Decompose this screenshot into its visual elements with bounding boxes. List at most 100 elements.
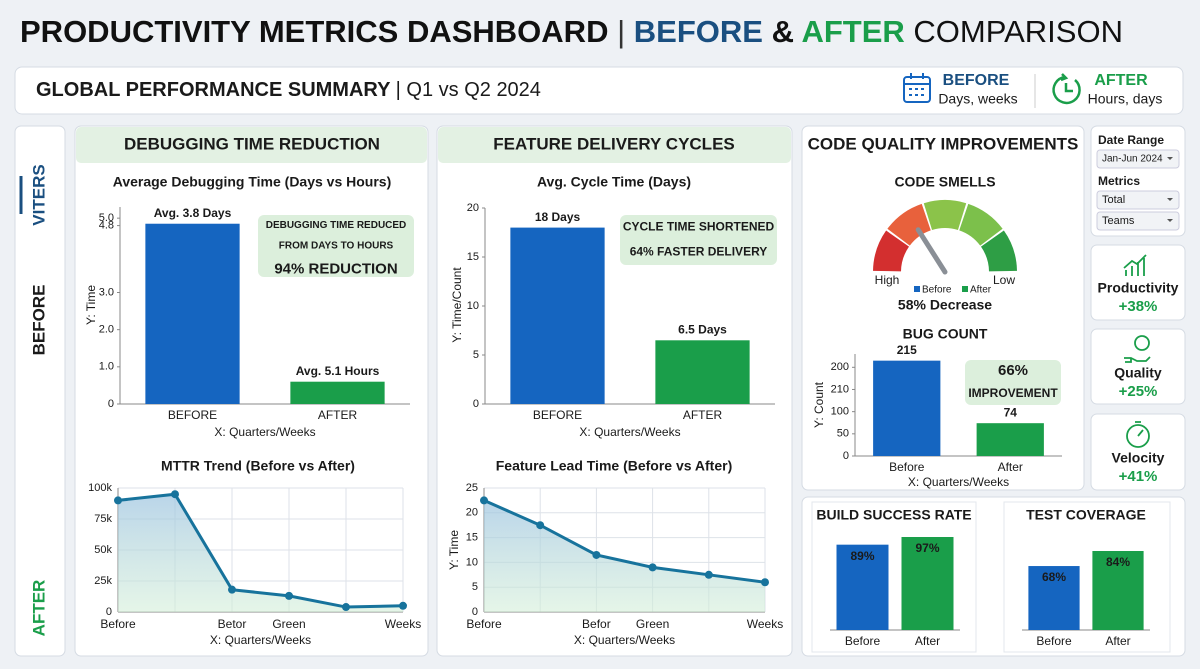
dropdown-value: Jan-Jun 2024: [1102, 154, 1163, 165]
chart-title: BUG COUNT: [903, 326, 988, 342]
y-tick-label: 0: [472, 606, 478, 618]
bar: [1092, 551, 1144, 630]
point: [171, 490, 179, 499]
kpi-card: [1090, 413, 1186, 491]
gauge-segment: [980, 230, 1017, 272]
panel-header: [438, 127, 791, 163]
dropdown-value: Teams: [1102, 215, 1135, 227]
dropdown[interactable]: [1096, 190, 1180, 210]
x-axis-label: X: Quarters/Weeks: [908, 475, 1009, 489]
after-units: Hours, days: [1088, 91, 1163, 107]
y-tick-label: 15: [467, 251, 479, 263]
title-part: BEFORE: [634, 14, 763, 49]
bar: [1028, 566, 1080, 630]
chart-title: BUILD SUCCESS RATE: [816, 507, 971, 523]
x-tick-label: After: [915, 634, 940, 648]
value-label: 84%: [1106, 555, 1130, 569]
dropdown-arrow: [1167, 198, 1173, 201]
y-tick-label: 0: [473, 398, 479, 410]
x-tick-label: Before: [1036, 634, 1072, 648]
gauge-segment: [959, 203, 1003, 246]
callout-box: [258, 215, 414, 277]
y-axis-label: Y: Time: [447, 530, 461, 570]
y-tick-label: 20: [466, 507, 478, 519]
y-tick-label: 25k: [94, 575, 112, 587]
title-part: COMPARISON: [913, 14, 1123, 49]
x-tick-label: BEFORE: [168, 408, 217, 422]
bar: [510, 227, 605, 404]
value-label: 68%: [1042, 570, 1066, 584]
y-tick-label: 50: [837, 428, 849, 440]
legend-label: After: [970, 285, 992, 296]
y-tick-label: 0: [108, 398, 114, 410]
chart-title: CODE SMELLS: [894, 174, 995, 190]
gauge-segment: [923, 200, 967, 230]
summary-title: GLOBAL PERFORMANCE SUMMARY | Q1 vs Q2 20…: [36, 79, 541, 101]
x-tick-label: Betor: [218, 617, 247, 631]
panel-title: DEBUGGING TIME REDUCTION: [124, 134, 380, 153]
before-legend: BEFORE: [943, 72, 1010, 89]
x-tick-label: Green: [636, 617, 669, 631]
clock-icon: [1052, 73, 1081, 105]
y-tick-label: 1.0: [99, 361, 114, 373]
y-tick-label: 3.0: [99, 286, 114, 298]
x-tick-label: Befor: [582, 617, 611, 631]
point: [399, 601, 407, 610]
kpi-name: Velocity: [1112, 450, 1165, 466]
gauge-caption: 58% Decrease: [898, 297, 992, 313]
callout-text: 94% REDUCTION: [274, 261, 397, 278]
dropdown[interactable]: [1096, 149, 1180, 169]
kpi-name: Productivity: [1098, 280, 1179, 296]
y-tick-label: 5: [472, 581, 478, 593]
summary-period: | Q1 vs Q2 2024: [396, 79, 541, 101]
area: [484, 500, 765, 612]
y-axis-label: Y: Time: [84, 285, 98, 325]
growth-icon: [1123, 254, 1147, 276]
kpi-name: Quality: [1114, 365, 1162, 381]
y-tick-label: 4.8: [99, 219, 114, 231]
legend-swatch: [914, 286, 920, 292]
point: [342, 603, 350, 612]
y-tick-label: 210: [831, 383, 849, 395]
panel-title: FEATURE DELIVERY CYCLES: [493, 134, 735, 153]
after-legend: AFTER: [1094, 72, 1148, 89]
side-label: VITERS: [29, 164, 48, 225]
value-label: 18 Days: [535, 210, 581, 224]
velocity-icon: [1126, 421, 1150, 448]
point: [704, 570, 713, 579]
x-tick-label: Before: [889, 460, 925, 474]
panel-title: CODE QUALITY IMPROVEMENTS: [808, 134, 1079, 153]
x-tick-label: Before: [466, 617, 502, 631]
gauge-segment: [873, 230, 910, 272]
y-tick-label: 50k: [94, 544, 112, 556]
x-tick-label: After: [1105, 634, 1130, 648]
page-title: PRODUCTIVITY METRICS DASHBOARD | BEFORE …: [20, 14, 1123, 49]
bar: [655, 340, 750, 404]
value-label: 6.5 Days: [678, 322, 727, 336]
point: [114, 496, 122, 505]
before-units: Days, weeks: [938, 91, 1017, 107]
y-tick-label: 10: [467, 300, 479, 312]
kpi-value: +38%: [1119, 298, 1158, 315]
bar-note: Avg. 5.1 Hours: [296, 364, 380, 378]
callout-text: CYCLE TIME SHORTENED: [623, 220, 775, 234]
line: [117, 492, 404, 609]
kpi-value: +25%: [1119, 383, 1158, 400]
point: [761, 578, 769, 587]
line: [483, 499, 766, 584]
x-tick-label: Weeks: [747, 617, 783, 631]
bar-note: Avg. 3.8 Days: [154, 206, 232, 220]
y-tick-label: 100: [831, 406, 849, 418]
dropdown-arrow: [1167, 157, 1173, 160]
y-tick-label: 100k: [88, 482, 112, 494]
chart-title: Average Debugging Time (Days vs Hours): [113, 174, 392, 190]
y-tick-label: 200: [831, 361, 849, 373]
title-part: PRODUCTIVITY METRICS DASHBOARD: [20, 14, 608, 49]
chart-title: Feature Lead Time (Before vs After): [496, 458, 733, 474]
dropdown[interactable]: [1096, 211, 1180, 231]
y-tick-label: 2.0: [99, 324, 114, 336]
chart-title: Avg. Cycle Time (Days): [537, 174, 691, 190]
legend-swatch: [962, 286, 968, 292]
